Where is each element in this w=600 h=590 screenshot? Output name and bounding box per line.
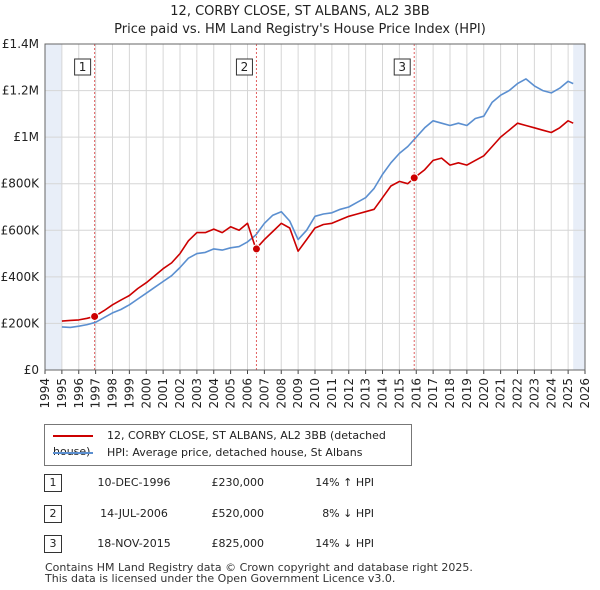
footer-licence: This data is licensed under the Open Gov… [45,572,396,585]
sale-marker-label: 2 [241,60,249,74]
gridlines [44,43,586,371]
sale-marker-badge [235,58,253,76]
x-tick-label: 2016 [409,378,423,409]
x-tick-label: 2012 [342,378,356,409]
x-tick-label: 2015 [392,378,406,409]
chart-title: 12, CORBY CLOSE, ST ALBANS, AL2 3BB Pric… [0,3,600,39]
x-tick-label: 2011 [325,378,339,409]
transaction-hpi: 14% ↓ HPI [315,537,374,550]
transaction-price: £825,000 [211,537,265,550]
transaction-price: £520,000 [211,507,265,520]
x-tick-label: 2021 [494,378,508,409]
property-price-line [61,120,574,322]
legend-item-property: 12, CORBY CLOSE, ST ALBANS, AL2 3BB (det… [53,428,411,458]
transaction-row: 1 10-DEC-1996 £230,000 14% ↑ HPI [44,474,444,492]
sale-marker-label: 1 [79,60,87,74]
x-tick-label: 2013 [359,378,373,409]
transaction-hpi: 8% ↓ HPI [322,507,374,520]
x-tick-label: 2007 [257,378,271,409]
legend-swatch-hpi [53,452,93,454]
x-tick-label: 2005 [224,378,238,409]
y-tick-label: £1.2M [2,84,39,98]
chart-title-line1: 12, CORBY CLOSE, ST ALBANS, AL2 3BB [170,4,430,19]
y-tick-label: £600K [1,223,41,237]
footer: Contains HM Land Registry data © Crown c… [45,562,473,584]
pre-data-shade [45,44,62,370]
transaction-badge: 2 [44,505,62,523]
legend-item-hpi: HPI: Average price, detached house, St A… [53,445,362,461]
transaction-date: 18-NOV-2015 [97,537,171,550]
transaction-hpi: 14% ↑ HPI [315,476,374,489]
x-tick-label: 1995 [55,378,69,409]
transaction-row: 2 14-JUL-2006 £520,000 8% ↓ HPI [44,505,444,523]
x-tick-label: 1997 [89,378,103,409]
x-tick-label: 2003 [190,378,204,409]
x-tick-label: 2014 [376,378,390,409]
transaction-row: 3 18-NOV-2015 £825,000 14% ↓ HPI [44,535,444,553]
y-tick-label: £1M [13,130,39,144]
hpi-line [61,78,574,329]
footer-copyright: Contains HM Land Registry data © Crown c… [45,561,473,574]
x-tick-label: 2018 [443,378,457,409]
y-tick-label: £400K [1,270,41,284]
x-tick-label: 2017 [426,378,440,409]
x-tick-label: 2019 [460,378,474,409]
x-tick-label: 1999 [122,378,136,409]
plot-frame [44,43,586,371]
sale-point [409,173,419,183]
x-tick-label: 2001 [156,378,170,409]
x-tick-label: 2010 [308,378,322,409]
legend-swatch-property [53,435,93,437]
transaction-price: £230,000 [211,476,265,489]
transaction-badge: 1 [44,474,62,492]
sale-markers: 1 2 3 [74,44,419,370]
x-tick-label: 2023 [527,378,541,409]
sale-marker-badge [74,58,92,76]
transaction-date: 14-JUL-2006 [100,507,168,520]
x-tick-label: 2024 [544,378,558,409]
legend-label-hpi: HPI: Average price, detached house, St A… [107,446,363,459]
y-tick-label: £200K [1,316,41,330]
x-tick-label: 2008 [274,378,288,409]
y-tick-label: £1.4M [2,37,39,51]
x-tick-label: 1998 [106,378,120,409]
post-data-shade [573,44,585,370]
transaction-badge: 3 [44,535,62,553]
sale-marker-badge [393,58,411,76]
x-tick-label: 2000 [139,378,153,409]
legend-label-property: 12, CORBY CLOSE, ST ALBANS, AL2 3BB (det… [53,429,386,458]
chart-title-line2: Price paid vs. HM Land Registry's House … [114,22,486,37]
transaction-date: 10-DEC-1996 [97,476,171,489]
x-tick-label: 2002 [173,378,187,409]
x-tick-label: 2009 [291,378,305,409]
x-tick-label: 2004 [207,378,221,409]
sale-point [251,244,261,254]
legend: 12, CORBY CLOSE, ST ALBANS, AL2 3BB (det… [44,424,412,466]
y-tick-label: £800K [1,177,41,191]
series-layer [61,78,574,329]
x-tick-label: 2006 [241,378,255,409]
x-tick-label: 2025 [561,378,575,409]
x-tick-label: 2026 [578,378,592,409]
x-tick-label: 2022 [511,378,525,409]
sale-point [90,311,100,321]
sale-marker-label: 3 [398,60,406,74]
y-tick-label: £0 [24,363,39,377]
x-tick-label: 2020 [477,378,491,409]
x-tick-label: 1996 [72,378,86,409]
x-tick-label: 1994 [38,378,52,409]
